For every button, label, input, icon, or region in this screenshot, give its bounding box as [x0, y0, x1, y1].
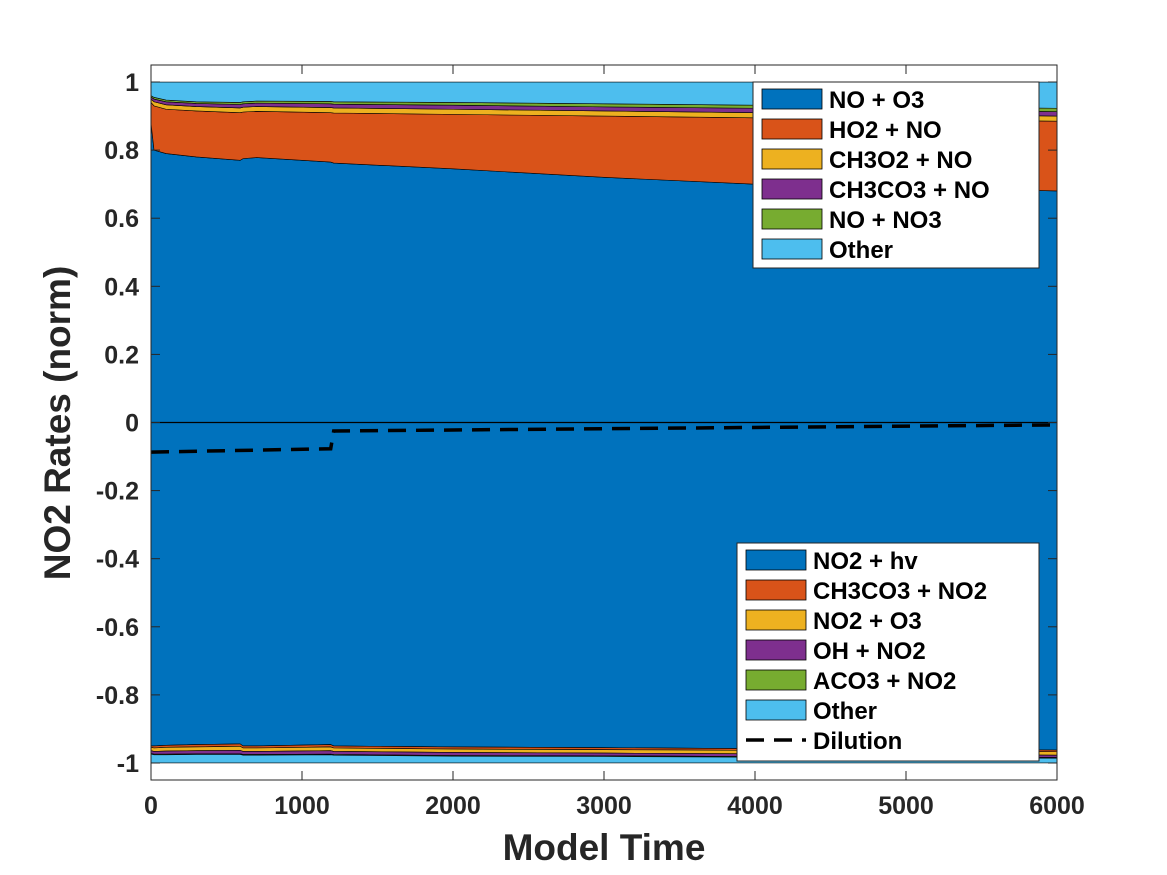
y-tick-label: -0.8 [96, 682, 139, 710]
legend-swatch-ch3o2-no [761, 148, 823, 170]
legend-swatch-ch3co3-no [761, 178, 823, 200]
x-tick-label: 1000 [274, 792, 330, 820]
legend-label-other: Other [829, 237, 893, 264]
x-tick-label: 6000 [1029, 792, 1085, 820]
y-axis: -1 -0.8 -0.6 -0.4 -0.2 0 0.2 0.4 0.6 0.8 1 [96, 69, 1057, 778]
y-tick-label: 0 [125, 410, 139, 438]
x-tick-label: 0 [144, 792, 158, 820]
legend-swatch-oh-no2 [745, 639, 807, 661]
legend-label-ch3o2-no: CH3O2 + NO [829, 147, 972, 174]
legend-label-ch3co3-no: CH3CO3 + NO [829, 177, 990, 204]
legend-label-no2-o3: NO2 + O3 [813, 608, 922, 635]
y-tick-label: -1 [117, 750, 139, 778]
legend-production: NO + O3 HO2 + NO CH3O2 + NO CH3CO3 + NO NO +… [752, 81, 1040, 269]
legend-swatch-no-o3 [761, 88, 823, 110]
legend-loss: NO2 + hv CH3CO3 + NO2 NO2 + O3 OH + NO2 ACO3… [736, 542, 1040, 762]
x-tick-label: 3000 [576, 792, 632, 820]
x-tick-label: 2000 [425, 792, 481, 820]
y-tick-label: -0.4 [96, 546, 139, 574]
y-tick-label: -0.2 [96, 478, 139, 506]
y-tick-label: 0.2 [104, 341, 139, 369]
legend-label-no2-hv: NO2 + hv [813, 548, 918, 575]
legend-label-dilution: Dilution [813, 728, 902, 755]
legend-swatch-aco3-no2 [745, 669, 807, 691]
y-tick-label: 0.8 [104, 137, 139, 165]
legend-swatch-ho2-no [761, 118, 823, 140]
y-axis-label: NO2 Rates (norm) [37, 266, 78, 581]
legend-label-other: Other [813, 698, 877, 725]
y-tick-label: 0.6 [104, 205, 139, 233]
legend-swatch-no2-hv [745, 549, 807, 571]
legend-swatch-other [761, 238, 823, 260]
legend-swatch-no2-o3 [745, 609, 807, 631]
legend-label-oh-no2: OH + NO2 [813, 638, 926, 665]
legend-swatch-ch3co3-no2 [745, 579, 807, 601]
legend-label-no-o3: NO + O3 [829, 87, 924, 114]
legend-label-ch3co3-no2: CH3CO3 + NO2 [813, 578, 987, 605]
x-tick-label: 5000 [878, 792, 934, 820]
legend-box [752, 81, 1040, 269]
x-axis-label: Model Time [503, 827, 706, 868]
legend-label-ho2-no: HO2 + NO [829, 117, 942, 144]
legend-label-no-no3: NO + NO3 [829, 207, 942, 234]
x-tick-label: 4000 [727, 792, 783, 820]
y-tick-label: 1 [125, 69, 139, 97]
legend-swatch-no-no3 [761, 208, 823, 230]
y-tick-label: 0.4 [104, 273, 139, 301]
x-axis: 0 1000 2000 3000 4000 5000 6000 [144, 65, 1085, 820]
legend-label-aco3-no2: ACO3 + NO2 [813, 668, 956, 695]
legend-swatch-other [745, 699, 807, 721]
y-tick-label: -0.6 [96, 614, 139, 642]
dilution-line [150, 423, 1058, 454]
